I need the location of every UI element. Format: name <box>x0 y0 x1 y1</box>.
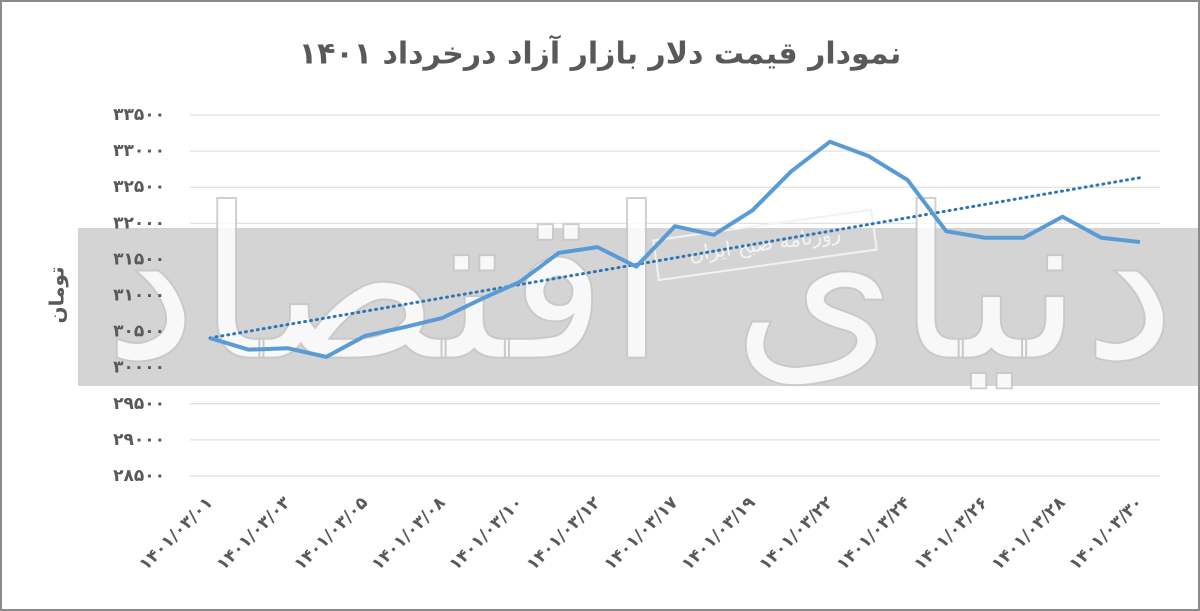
y-tick-label: ۳۱۵۰۰ <box>113 249 165 269</box>
y-tick-label: ۲۸۵۰۰ <box>113 466 165 486</box>
watermark-band <box>78 228 1198 386</box>
y-tick-label: ۳۲۵۰۰ <box>113 177 165 197</box>
y-tick-label: ۳۳۵۰۰ <box>113 105 165 125</box>
y-axis-label: تومان <box>45 266 69 323</box>
stamp-box <box>652 208 878 282</box>
y-tick-label: ۳۰۵۰۰ <box>113 322 165 342</box>
y-tick-label: ۳۳۰۰۰ <box>113 141 165 161</box>
y-tick-label: ۲۹۵۰۰ <box>113 394 165 414</box>
y-tick-label: ۳۲۰۰۰ <box>113 213 165 233</box>
y-tick-label: ۳۰۰۰۰ <box>113 358 165 378</box>
trendline <box>208 176 1142 340</box>
y-tick-label: ۲۹۰۰۰ <box>113 430 165 450</box>
y-tick-label: ۳۱۰۰۰ <box>113 286 165 306</box>
chart-title: نمودار قیمت دلار بازار آزاد درخرداد ۱۴۰۱ <box>299 35 901 72</box>
price-line <box>209 139 1141 359</box>
